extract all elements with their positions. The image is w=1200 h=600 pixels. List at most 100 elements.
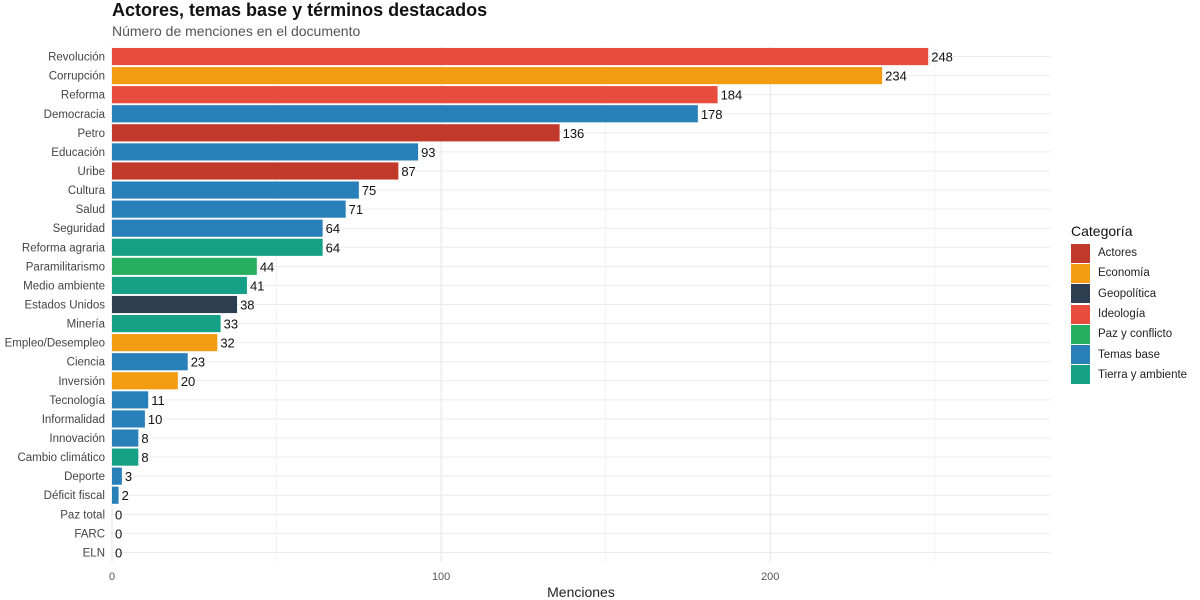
value-label: 136 bbox=[563, 126, 585, 141]
x-axis-ticks: 0 100 200 bbox=[109, 571, 779, 583]
bar bbox=[112, 276, 247, 295]
value-label: 38 bbox=[240, 298, 254, 313]
value-label: 10 bbox=[148, 412, 162, 427]
legend-label: Temas base bbox=[1098, 348, 1161, 361]
y-axis-label: Informalidad bbox=[42, 414, 105, 426]
legend-item: Tierra y ambiente bbox=[1071, 365, 1187, 385]
value-label: 41 bbox=[250, 278, 264, 293]
legend-items: Actores Economía Geopolítica Ideología Paz y… bbox=[1071, 243, 1187, 385]
x-tick-label: 100 bbox=[432, 571, 450, 583]
value-label: 2 bbox=[122, 488, 129, 503]
y-axis-label: Medio ambiente bbox=[23, 280, 105, 292]
legend-label: Tierra y ambiente bbox=[1098, 368, 1188, 381]
y-axis-label: Déficit fiscal bbox=[44, 490, 105, 502]
bar bbox=[112, 238, 323, 256]
y-axis-label: Reforma agraria bbox=[22, 242, 106, 254]
value-label: 3 bbox=[125, 469, 132, 484]
legend-swatch bbox=[1071, 284, 1090, 304]
legend-item: Ideología bbox=[1071, 304, 1187, 324]
y-axis-label: Reforma bbox=[61, 90, 106, 102]
value-label: 11 bbox=[151, 393, 165, 408]
y-axis-label: Tecnología bbox=[49, 395, 105, 407]
value-label: 32 bbox=[220, 336, 234, 351]
bar bbox=[112, 143, 419, 161]
bar bbox=[112, 334, 218, 352]
bar bbox=[112, 372, 178, 390]
value-label: 93 bbox=[421, 145, 435, 160]
y-axis-label: Minería bbox=[67, 319, 106, 331]
bar bbox=[112, 448, 139, 466]
bar bbox=[112, 105, 698, 123]
y-axis-label: Revolución bbox=[48, 52, 105, 64]
y-axis-label: Educación bbox=[51, 147, 105, 159]
legend-item: Temas base bbox=[1071, 344, 1187, 365]
y-axis-label: Uribe bbox=[78, 166, 105, 178]
legend-item: Paz y conflicto bbox=[1071, 324, 1187, 344]
bar bbox=[112, 353, 188, 371]
value-label: 64 bbox=[326, 240, 340, 255]
chart-title: Actores, temas base y términos destacado… bbox=[112, 0, 488, 20]
value-label: 8 bbox=[141, 431, 148, 446]
bar bbox=[112, 86, 718, 104]
bar bbox=[112, 181, 359, 199]
y-axis-label: Seguridad bbox=[53, 223, 105, 235]
value-label: 8 bbox=[141, 450, 148, 465]
value-label: 20 bbox=[181, 374, 195, 389]
x-axis-title: Menciones bbox=[547, 584, 615, 600]
value-label: 178 bbox=[701, 107, 723, 122]
y-axis-label: Paz total bbox=[60, 509, 105, 521]
legend-label: Ideología bbox=[1098, 308, 1146, 321]
y-axis-labels: Revolución Corrupción Reforma Democracia Pet… bbox=[5, 52, 106, 560]
value-label: 75 bbox=[362, 183, 376, 198]
value-label: 87 bbox=[401, 164, 415, 179]
value-label: 0 bbox=[115, 545, 122, 560]
bar-chart: Revolución Corrupción Reforma Democracia Pet… bbox=[5, 47, 1050, 600]
bar bbox=[112, 219, 323, 237]
legend-title: Categoría bbox=[1071, 223, 1133, 239]
legend-item: Economía bbox=[1071, 263, 1187, 283]
legend-label: Paz y conflicto bbox=[1098, 328, 1173, 341]
bar bbox=[112, 162, 399, 180]
bar bbox=[112, 314, 221, 333]
y-axis-label: Inversión bbox=[58, 376, 105, 388]
bar bbox=[112, 429, 139, 447]
legend-item: Geopolítica bbox=[1071, 284, 1187, 304]
y-axis-label: Cambio climático bbox=[17, 452, 105, 464]
value-label: 0 bbox=[115, 526, 122, 541]
legend-swatch bbox=[1071, 324, 1090, 344]
chart-subtitle: Número de menciones en el documento bbox=[112, 23, 361, 39]
value-label: 234 bbox=[885, 69, 907, 84]
x-tick-label: 200 bbox=[761, 571, 779, 583]
y-axis-label: Democracia bbox=[44, 109, 106, 121]
y-axis-label: Paramilitarismo bbox=[26, 261, 105, 273]
legend-swatch bbox=[1071, 243, 1090, 263]
legend-swatch bbox=[1071, 365, 1090, 385]
legend-swatch bbox=[1071, 345, 1090, 365]
y-axis-label: Empleo/Desempleo bbox=[5, 338, 105, 350]
y-axis-label: Petro bbox=[78, 128, 106, 140]
y-axis-label: Innovación bbox=[49, 433, 105, 445]
legend: Categoría Actores Economía Geopolítica Ideo… bbox=[1071, 223, 1187, 385]
bar bbox=[112, 467, 122, 485]
y-axis-label: Salud bbox=[76, 204, 105, 216]
bar bbox=[112, 410, 145, 428]
y-axis-label: Ciencia bbox=[67, 357, 106, 369]
y-axis-label: Cultura bbox=[68, 185, 106, 197]
bar bbox=[112, 200, 346, 218]
y-axis-label: Estados Unidos bbox=[24, 300, 105, 312]
value-labels: 2482341841781369387757164644441383332232… bbox=[115, 50, 953, 561]
value-label: 44 bbox=[260, 259, 274, 274]
bar bbox=[112, 67, 883, 85]
bars bbox=[112, 47, 929, 504]
value-label: 33 bbox=[224, 317, 238, 332]
value-label: 184 bbox=[721, 88, 743, 103]
bar bbox=[112, 486, 119, 504]
bar bbox=[112, 257, 257, 275]
value-label: 71 bbox=[349, 202, 363, 217]
legend-swatch bbox=[1071, 304, 1090, 324]
legend-item: Actores bbox=[1071, 243, 1187, 263]
bar bbox=[112, 124, 560, 142]
bar bbox=[112, 391, 149, 409]
y-axis-label: FARC bbox=[74, 528, 105, 540]
y-axis-label: ELN bbox=[83, 547, 105, 559]
